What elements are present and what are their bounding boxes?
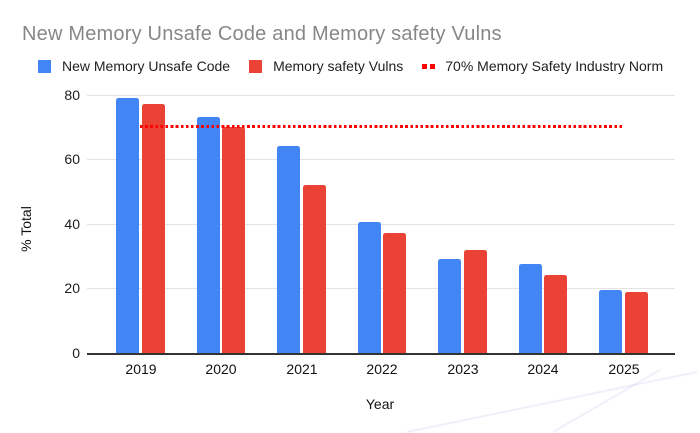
bar-memory-safety-vulns-2022 (383, 233, 407, 353)
bar-memory-safety-vulns-2024 (544, 275, 568, 353)
bar-new-memory-unsafe-code-2021 (277, 146, 301, 353)
bar-memory-safety-vulns-2025 (624, 292, 648, 353)
x-tick-label-2020: 2020 (205, 361, 237, 377)
x-tick-label-2021: 2021 (286, 361, 318, 377)
bar-new-memory-unsafe-code-2024 (518, 264, 542, 353)
bar-new-memory-unsafe-code-2019 (116, 98, 140, 353)
bar-new-memory-unsafe-code-2020 (196, 117, 220, 353)
watermark-diagonal-1 (406, 370, 698, 433)
y-axis-title: % Total (18, 206, 34, 252)
legend-item-new-memory-unsafe-code: New Memory Unsafe Code (38, 58, 230, 74)
legend-item-memory-safety-vulns: Memory safety Vulns (249, 58, 403, 74)
legend-label: 70% Memory Safety Industry Norm (445, 58, 664, 74)
y-tick-label-80: 80 (64, 87, 80, 103)
chart-legend: New Memory Unsafe Code Memory safety Vuln… (38, 58, 663, 74)
x-tick-label-2019: 2019 (125, 361, 157, 377)
reference-line-70-percent (140, 125, 622, 128)
x-axis-title: Year (365, 396, 395, 412)
bar-new-memory-unsafe-code-2022 (357, 222, 381, 353)
gridline-40 (87, 224, 675, 225)
y-tick-label-20: 20 (64, 280, 80, 296)
plot-area (87, 95, 675, 353)
y-tick-label-0: 0 (72, 345, 80, 361)
x-tick-label-2024: 2024 (527, 361, 559, 377)
x-axis-line (87, 353, 675, 355)
gridline-80 (87, 95, 675, 96)
dotted-line-legend-icon (422, 63, 436, 69)
x-tick-label-2022: 2022 (366, 361, 398, 377)
bar-new-memory-unsafe-code-2023 (438, 259, 462, 353)
bar-memory-safety-vulns-2021 (302, 185, 326, 353)
x-tick-label-2025: 2025 (608, 361, 640, 377)
legend-label: New Memory Unsafe Code (62, 58, 231, 74)
bar-new-memory-unsafe-code-2025 (599, 290, 622, 353)
y-tick-label-40: 40 (64, 216, 80, 232)
legend-swatch-icon (38, 59, 51, 73)
gridline-20 (87, 288, 675, 289)
bar-memory-safety-vulns-2019 (141, 104, 165, 353)
legend-item-70-memory-safety-industry-norm: 70% Memory Safety Industry Norm (422, 58, 663, 74)
chart-title: New Memory Unsafe Code and Memory safety… (22, 23, 502, 45)
gridline-60 (87, 159, 675, 160)
bar-memory-safety-vulns-2020 (222, 127, 246, 353)
legend-swatch-icon (249, 59, 263, 73)
watermark-diagonal-2 (552, 368, 661, 433)
legend-dot (422, 63, 428, 69)
bar-memory-safety-vulns-2023 (463, 250, 487, 353)
legend-dot (430, 63, 436, 69)
legend-label: Memory safety Vulns (273, 58, 404, 74)
y-tick-label-60: 60 (64, 151, 80, 167)
x-tick-label-2023: 2023 (447, 361, 479, 377)
